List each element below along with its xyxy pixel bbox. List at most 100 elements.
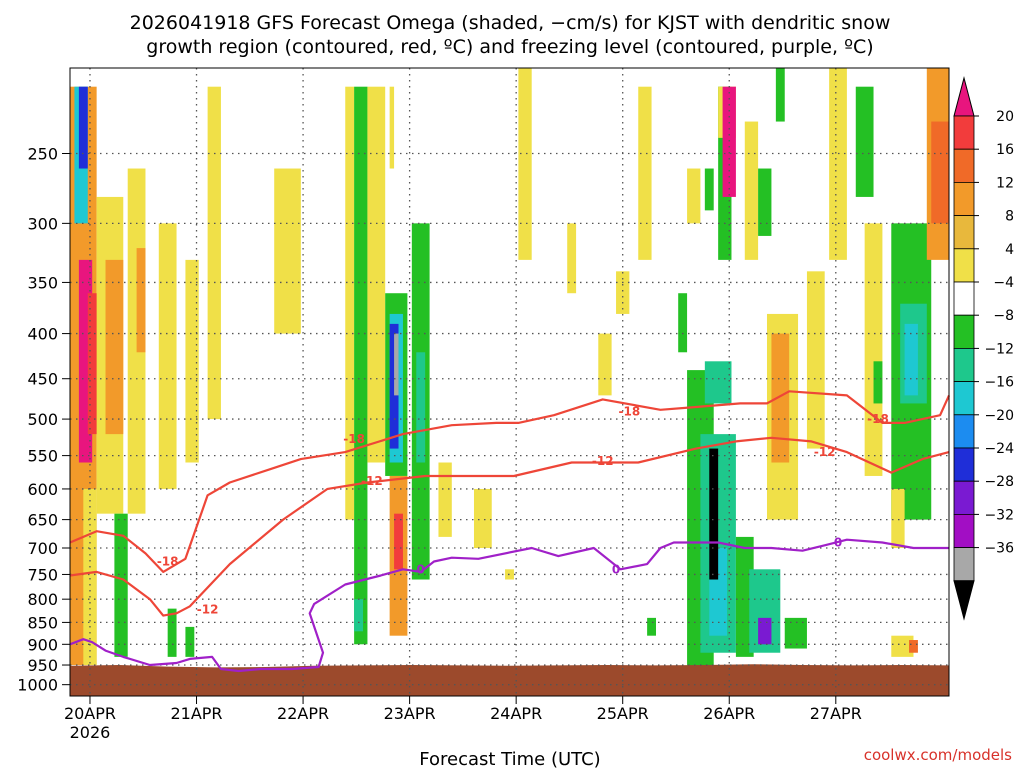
omega-cell xyxy=(891,488,905,549)
omega-cell xyxy=(829,68,847,260)
omega-cell xyxy=(744,121,759,260)
credit-text: coolwx.com/models xyxy=(864,746,1012,764)
contour-label: -18 xyxy=(867,412,889,426)
omega-cell xyxy=(616,271,630,314)
colorbar-swatch xyxy=(953,547,975,582)
colorbar-label: 8 xyxy=(1005,209,1014,225)
omega-cell xyxy=(207,86,221,420)
contour-label: -12 xyxy=(592,454,614,468)
contour-label: -12 xyxy=(197,603,219,617)
colorbar-label: −16 xyxy=(984,375,1014,391)
colorbar-swatch xyxy=(953,115,975,150)
colorbar-swatch xyxy=(953,347,975,382)
colorbar-swatch xyxy=(953,480,975,515)
omega-cell xyxy=(647,617,656,636)
colorbar-swatch xyxy=(953,148,975,183)
omega-cell xyxy=(78,86,88,169)
colorbar-swatch xyxy=(953,181,975,216)
y-tick-label: 300 xyxy=(27,214,58,233)
omega-cell xyxy=(518,68,532,260)
x-tick-label: 25APR xyxy=(597,704,649,723)
omega-cell xyxy=(909,640,918,653)
ground-surface xyxy=(70,664,949,696)
y-tick-label: 550 xyxy=(27,447,58,466)
x-tick-label: 23APR xyxy=(384,704,436,723)
colorbar-swatch xyxy=(953,514,975,549)
omega-colorbar: 20 16 12 8 4 −4 −8 −12 −16 −20 −24 −28 −32 −36 xyxy=(953,76,1014,621)
omega-cell xyxy=(274,168,301,334)
colorbar-swatch xyxy=(953,215,975,250)
chart-title-line-2: growth region (contoured, red, ºC) and f… xyxy=(146,36,873,58)
omega-cell xyxy=(158,223,177,489)
x-tick-label: 26APR xyxy=(703,704,755,723)
omega-cell xyxy=(904,323,918,396)
x-tick-label: 20APR xyxy=(64,704,116,723)
ground-area xyxy=(70,664,949,696)
omega-cell xyxy=(505,569,514,580)
omega-cell xyxy=(873,361,883,404)
omega-cell xyxy=(931,121,949,224)
y-tick-label: 650 xyxy=(27,511,58,530)
y-tick-label: 600 xyxy=(27,480,58,499)
omega-cell xyxy=(354,599,363,632)
omega-cell xyxy=(638,86,652,260)
contour-label: 0 xyxy=(417,562,425,576)
omega-cell xyxy=(167,608,177,657)
contour-label: 0 xyxy=(834,535,842,549)
contour-label: 0 xyxy=(612,562,620,576)
axes: 250 300 350 400 450 500 550 600 650 700 750 800 850 9… xyxy=(17,144,862,742)
colorbar-label: 20 xyxy=(996,109,1014,125)
colorbar-label: −24 xyxy=(984,441,1014,457)
omega-cell xyxy=(704,168,714,211)
colorbar-swatch xyxy=(953,447,975,482)
colorbar-label: −28 xyxy=(984,474,1014,490)
colorbar-swatch xyxy=(953,248,975,283)
omega-cell xyxy=(105,259,124,435)
contour-label: -12 xyxy=(361,474,383,488)
y-tick-label: 1000 xyxy=(17,676,58,695)
omega-cell xyxy=(855,86,874,197)
omega-cell xyxy=(394,513,403,570)
colorbar-swatch xyxy=(953,414,975,449)
omega-cell xyxy=(709,448,719,580)
temperature-contours: -18 -18 -18 -18 -12 -12 -12 -12 0 0 0 xyxy=(69,390,951,673)
omega-cell xyxy=(598,333,612,396)
omega-cell xyxy=(354,86,368,645)
y-tick-label: 250 xyxy=(27,144,58,163)
dgz-contour xyxy=(69,390,951,574)
colorbar-label: −4 xyxy=(993,275,1014,291)
colorbar-label: 12 xyxy=(996,175,1014,191)
x-tick-label: 21APR xyxy=(170,704,222,723)
y-tick-label: 950 xyxy=(27,656,58,675)
omega-cell xyxy=(473,488,492,549)
omega-cell xyxy=(567,223,577,294)
omega-cell xyxy=(806,271,825,449)
colorbar-label: 16 xyxy=(996,142,1014,158)
omega-cell xyxy=(389,86,395,169)
omega-cell xyxy=(775,68,785,122)
omega-cell xyxy=(722,86,736,197)
omega-cell xyxy=(136,248,146,353)
omega-cell xyxy=(758,617,772,645)
contour-label: -12 xyxy=(814,445,836,459)
colorbar-label: −12 xyxy=(984,341,1014,357)
y-tick-label: 700 xyxy=(27,539,58,558)
chart-title-line-1: 2026041918 GFS Forecast Omega (shaded, −… xyxy=(130,12,891,34)
y-tick-label: 850 xyxy=(27,613,58,632)
y-tick-label: 750 xyxy=(27,565,58,584)
y-tick-label: 500 xyxy=(27,410,58,429)
omega-cell xyxy=(114,513,128,657)
colorbar-swatch xyxy=(953,314,975,349)
omega-cell xyxy=(891,635,914,657)
freezing-level-contour xyxy=(69,538,949,673)
x-tick-label: 24APR xyxy=(490,704,542,723)
y-tick-label: 350 xyxy=(27,273,58,292)
plot-frame xyxy=(69,67,950,697)
omega-cell xyxy=(185,259,199,463)
omega-cell xyxy=(864,223,883,476)
contour-label: -18 xyxy=(343,432,365,446)
colorbar-bottom-arrow xyxy=(953,580,975,621)
contour-label: -18 xyxy=(619,404,641,418)
colorbar-swatch xyxy=(953,281,975,316)
